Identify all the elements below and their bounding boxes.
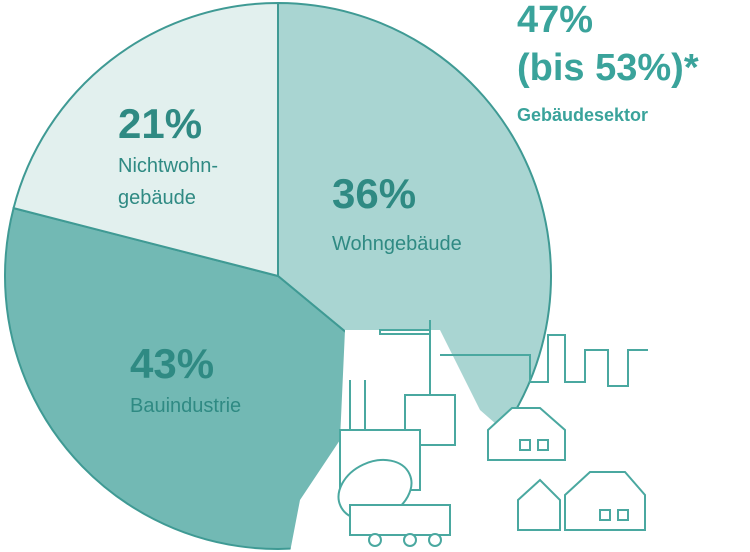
category-label: Wohngebäude: [332, 228, 462, 260]
category-label: Nichtwohn- gebäude: [118, 150, 218, 214]
annotation: (bis 53%)*: [517, 48, 699, 88]
value-label: 43%: [130, 342, 214, 386]
annotation: Gebäudesektor: [517, 104, 648, 126]
category-label: Bauindustrie: [130, 390, 241, 422]
page: 47% (bis 53%)* Gebäudesektor 36% Wohngebä…: [0, 0, 750, 552]
annotation: 47%: [517, 0, 593, 40]
value-label: 21%: [118, 102, 202, 146]
value-label: 36%: [332, 172, 416, 216]
